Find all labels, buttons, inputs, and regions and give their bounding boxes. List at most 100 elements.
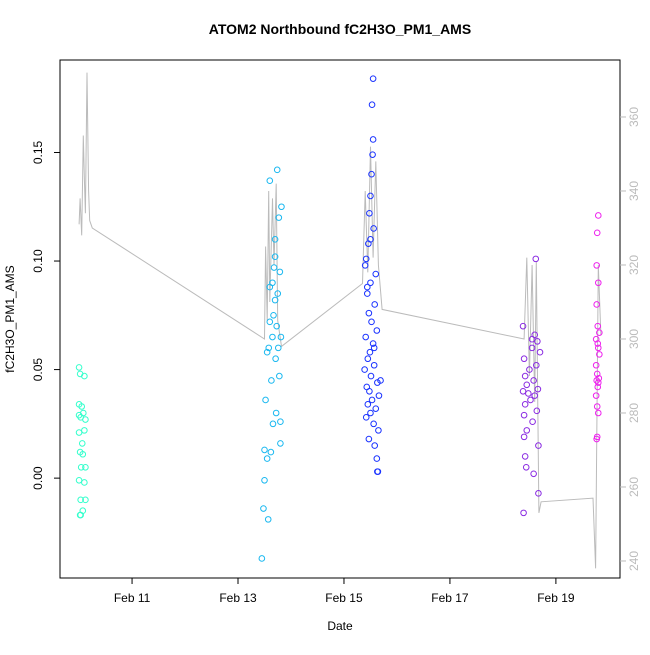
point bbox=[593, 370, 601, 378]
point bbox=[594, 212, 602, 219]
y2-tick-label: 320 bbox=[627, 255, 641, 275]
point bbox=[274, 290, 282, 297]
y2-tick-label: 240 bbox=[627, 551, 641, 571]
point bbox=[375, 392, 383, 399]
point bbox=[369, 340, 377, 347]
point bbox=[368, 170, 375, 178]
point bbox=[593, 262, 600, 269]
point bbox=[521, 401, 529, 408]
point bbox=[278, 203, 285, 211]
plot-frame bbox=[59, 59, 621, 579]
point bbox=[593, 403, 601, 410]
point bbox=[372, 270, 380, 278]
point bbox=[594, 340, 602, 347]
point bbox=[373, 327, 381, 334]
point bbox=[530, 470, 537, 478]
point bbox=[364, 401, 372, 408]
point bbox=[277, 418, 284, 425]
point bbox=[82, 463, 89, 471]
point bbox=[269, 333, 276, 341]
point bbox=[534, 338, 541, 345]
point bbox=[521, 453, 529, 460]
point bbox=[369, 151, 376, 158]
point bbox=[364, 355, 372, 363]
point bbox=[371, 442, 379, 449]
point bbox=[532, 255, 540, 263]
point bbox=[75, 429, 83, 436]
point bbox=[265, 344, 273, 352]
point bbox=[81, 427, 88, 434]
point bbox=[365, 435, 373, 443]
point bbox=[80, 409, 87, 417]
point bbox=[522, 463, 530, 471]
point bbox=[531, 392, 539, 399]
line-series bbox=[78, 72, 602, 569]
point bbox=[367, 372, 375, 380]
point bbox=[367, 279, 374, 287]
point bbox=[362, 255, 370, 263]
point bbox=[362, 333, 369, 341]
point bbox=[370, 225, 377, 232]
point bbox=[369, 75, 377, 82]
point bbox=[533, 407, 541, 415]
x-axis-label: Date bbox=[327, 619, 353, 633]
point bbox=[596, 329, 603, 336]
point bbox=[526, 366, 533, 373]
point bbox=[272, 355, 279, 363]
point bbox=[277, 333, 285, 341]
point bbox=[270, 312, 277, 319]
point bbox=[528, 344, 536, 352]
point bbox=[368, 101, 376, 109]
point bbox=[275, 214, 283, 221]
point bbox=[266, 177, 274, 185]
x-tick-label: Feb 13 bbox=[219, 591, 257, 605]
point bbox=[371, 301, 379, 308]
point bbox=[366, 209, 373, 217]
point bbox=[262, 396, 269, 404]
point bbox=[81, 479, 88, 486]
point bbox=[77, 463, 85, 471]
point bbox=[377, 377, 384, 384]
point bbox=[78, 403, 86, 410]
point bbox=[375, 427, 382, 434]
x-tick-label: Feb 17 bbox=[431, 591, 469, 605]
point bbox=[519, 322, 527, 330]
point bbox=[270, 264, 278, 271]
point bbox=[535, 490, 542, 497]
y2-tick-label: 300 bbox=[627, 329, 641, 349]
point bbox=[274, 344, 282, 352]
point bbox=[370, 361, 378, 369]
point bbox=[269, 420, 277, 428]
point bbox=[264, 516, 272, 523]
point bbox=[523, 427, 531, 434]
point bbox=[368, 318, 375, 326]
point bbox=[592, 335, 600, 343]
point bbox=[82, 496, 89, 504]
point bbox=[594, 279, 602, 287]
point bbox=[363, 283, 371, 291]
point bbox=[366, 348, 374, 356]
point bbox=[519, 387, 527, 395]
point bbox=[529, 418, 536, 425]
point bbox=[365, 309, 373, 317]
point bbox=[373, 455, 381, 462]
point bbox=[596, 351, 603, 358]
point bbox=[367, 409, 374, 417]
point bbox=[79, 450, 87, 458]
point bbox=[372, 405, 380, 412]
point bbox=[593, 229, 601, 237]
point bbox=[75, 364, 83, 371]
point bbox=[534, 385, 542, 393]
point bbox=[367, 236, 374, 243]
point bbox=[520, 411, 528, 419]
point bbox=[592, 361, 600, 369]
y-tick-label: 0.05 bbox=[31, 358, 45, 382]
point bbox=[267, 448, 275, 456]
point bbox=[261, 446, 268, 454]
y2-tick-label: 340 bbox=[627, 181, 641, 201]
point bbox=[363, 290, 371, 297]
point bbox=[77, 496, 84, 504]
point bbox=[272, 409, 280, 417]
point bbox=[595, 374, 603, 382]
